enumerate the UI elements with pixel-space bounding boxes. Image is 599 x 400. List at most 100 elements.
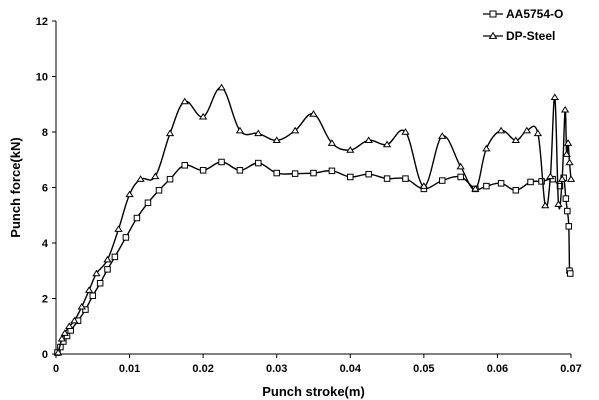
data-point bbox=[65, 322, 74, 329]
data-point bbox=[347, 173, 354, 181]
data-point bbox=[328, 167, 336, 175]
x-tick-label: 0.01 bbox=[119, 363, 140, 375]
data-point bbox=[497, 180, 505, 187]
data-point bbox=[84, 286, 94, 293]
data-point bbox=[402, 175, 409, 182]
data-point bbox=[254, 129, 263, 137]
y-axis-title: Punch force(kN) bbox=[8, 137, 23, 237]
legend-label: AA5754-O bbox=[506, 7, 563, 21]
legend-item: DP-Steel bbox=[483, 29, 555, 43]
data-point bbox=[558, 175, 567, 182]
data-point bbox=[104, 266, 111, 273]
data-point bbox=[122, 234, 130, 241]
data-point bbox=[562, 195, 570, 202]
data-point bbox=[310, 169, 317, 177]
data-point bbox=[554, 200, 563, 207]
data-point bbox=[560, 105, 570, 113]
data-point bbox=[567, 270, 574, 277]
data-point bbox=[70, 316, 79, 324]
data-point bbox=[541, 201, 550, 209]
y-tick-label: 4 bbox=[42, 238, 49, 250]
data-point bbox=[57, 334, 67, 342]
series-dp-steel bbox=[54, 83, 576, 356]
data-point bbox=[291, 170, 299, 177]
data-point bbox=[346, 146, 355, 153]
data-point bbox=[235, 126, 245, 134]
data-point bbox=[564, 207, 571, 215]
data-point bbox=[438, 132, 447, 139]
data-point bbox=[550, 93, 559, 101]
data-point bbox=[111, 253, 119, 261]
data-point bbox=[512, 187, 520, 194]
data-point bbox=[136, 175, 145, 182]
legend-label: DP-Steel bbox=[506, 29, 555, 43]
series bbox=[54, 83, 576, 356]
data-point bbox=[96, 279, 104, 287]
data-point bbox=[198, 112, 208, 120]
data-point bbox=[144, 199, 152, 207]
x-tick-label: 0 bbox=[53, 363, 59, 375]
data-point bbox=[77, 302, 86, 310]
y-tick-label: 6 bbox=[42, 183, 48, 195]
data-point bbox=[236, 167, 244, 174]
data-point bbox=[401, 128, 410, 135]
data-point bbox=[546, 172, 555, 180]
data-point bbox=[217, 83, 226, 91]
data-point bbox=[103, 255, 112, 263]
data-point bbox=[457, 173, 464, 181]
x-tick-label: 0.04 bbox=[340, 363, 362, 375]
data-point bbox=[181, 162, 188, 169]
series-line bbox=[56, 161, 571, 353]
legend-marker bbox=[488, 31, 498, 39]
data-point bbox=[538, 178, 545, 185]
data-point bbox=[133, 214, 141, 222]
x-tick-label: 0.07 bbox=[560, 363, 581, 375]
data-point bbox=[483, 182, 490, 190]
data-point bbox=[565, 158, 574, 166]
data-point bbox=[482, 144, 491, 152]
data-point bbox=[365, 170, 372, 178]
data-point bbox=[456, 162, 465, 170]
legend-item: AA5754-O bbox=[483, 7, 563, 21]
data-point bbox=[511, 136, 520, 144]
legend-marker bbox=[489, 10, 497, 18]
data-point bbox=[114, 225, 123, 232]
x-axis-title: Punch stroke(m) bbox=[262, 384, 365, 399]
data-point bbox=[522, 126, 532, 134]
data-point bbox=[125, 190, 134, 198]
data-point bbox=[272, 136, 281, 144]
data-point bbox=[471, 184, 480, 192]
data-point bbox=[496, 126, 506, 134]
x-tick-label: 0.06 bbox=[487, 363, 508, 375]
data-point bbox=[165, 129, 175, 137]
data-point bbox=[327, 139, 337, 146]
data-point bbox=[180, 97, 189, 105]
x-tick-label: 0.03 bbox=[266, 363, 287, 375]
data-point bbox=[382, 140, 392, 148]
data-point bbox=[166, 175, 174, 183]
data-point bbox=[155, 187, 163, 194]
x-tick-label: 0.05 bbox=[413, 363, 434, 375]
data-point bbox=[273, 169, 280, 177]
data-point bbox=[60, 329, 69, 336]
y-tick-label: 10 bbox=[36, 72, 48, 84]
data-point bbox=[563, 139, 573, 146]
data-point bbox=[419, 182, 429, 189]
y-tick-label: 0 bbox=[42, 349, 48, 361]
data-point bbox=[566, 175, 576, 182]
data-point bbox=[89, 292, 97, 299]
y-tick-label: 8 bbox=[42, 127, 48, 139]
ticks: 0 2 4 6 8 10 12 0 0.01 0.02 0.03 0.04 0.05 0.06 0.07 bbox=[36, 16, 582, 375]
data-point bbox=[383, 175, 391, 182]
data-point bbox=[439, 177, 446, 184]
data-point bbox=[218, 158, 225, 166]
data-point bbox=[533, 129, 543, 137]
data-point bbox=[255, 159, 262, 167]
data-point bbox=[199, 167, 207, 174]
y-tick-label: 2 bbox=[42, 294, 48, 306]
data-point bbox=[82, 306, 89, 313]
data-point bbox=[309, 110, 318, 117]
data-point bbox=[364, 136, 373, 144]
